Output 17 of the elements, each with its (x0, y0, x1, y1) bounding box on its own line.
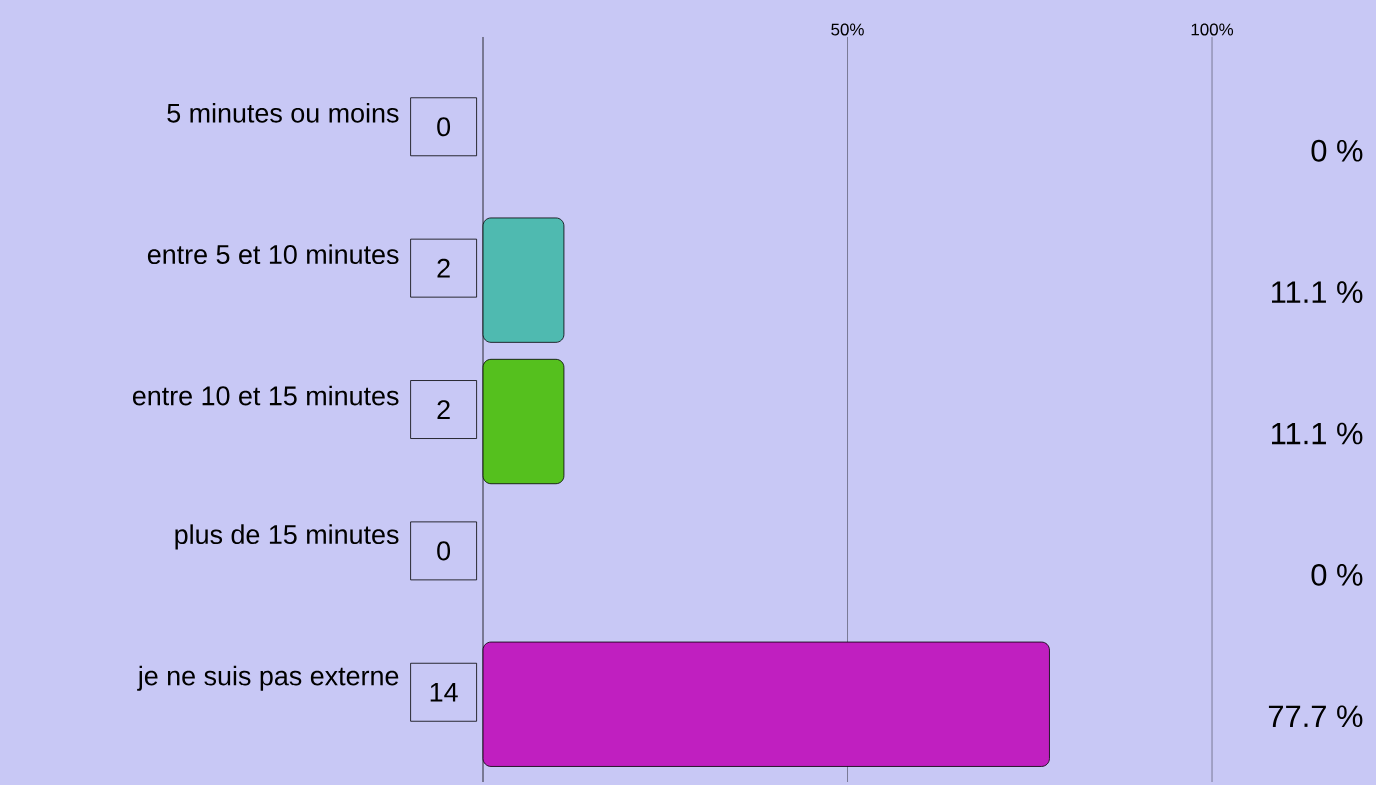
x-tick-label: 100% (1191, 23, 1234, 36)
data-label: 77.7 % (1268, 705, 1363, 728)
data-label: 11.1 % (1272, 422, 1363, 445)
text: 0 (437, 541, 451, 561)
text: 0 (437, 117, 451, 137)
y-tick-label: entre 5 et 10 minutes (147, 244, 399, 265)
data-label: 0 % (1311, 139, 1363, 162)
x-tick-label: 50% (831, 23, 864, 36)
y-tick-label: plus de 15 minutes (175, 524, 399, 550)
y-tick-label: 5 minutes ou moins (167, 102, 399, 123)
y-tick-label: je ne suis pas externe (137, 665, 399, 691)
text: 14 (430, 682, 458, 702)
y-tick-label: entre 10 et 15 minutes (132, 385, 399, 406)
data-label: 11.1 % (1272, 281, 1363, 303)
data-label: 0 % (1311, 563, 1363, 586)
text: 2 (437, 400, 450, 419)
text: 2 (437, 258, 450, 278)
